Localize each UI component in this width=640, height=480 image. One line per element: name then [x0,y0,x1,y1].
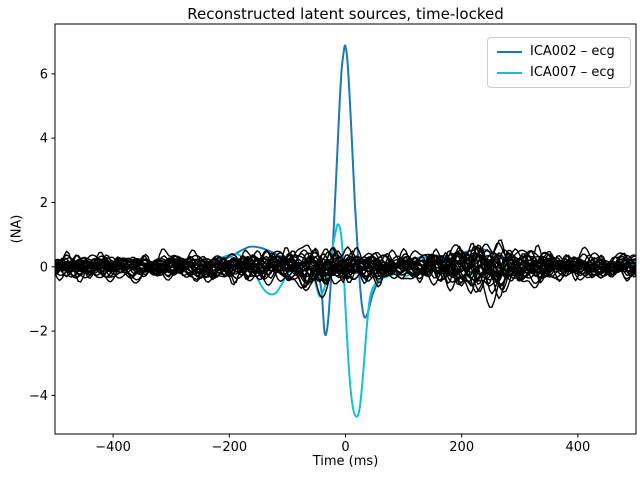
legend: ICA002 – ecg ICA007 – ecg [487,37,631,88]
legend-item-ica002: ICA002 – ecg [497,45,621,59]
plot-title: Reconstructed latent sources, time-locke… [187,5,504,23]
series-line-ica007 [55,223,636,418]
y-tick-label: 2 [40,196,48,211]
legend-line-sample-ica002 [497,51,522,53]
x-tick-label: 200 [449,440,474,455]
x-tick-label: −400 [95,440,131,455]
y-tick-label: −4 [29,389,48,404]
x-axis-label: Time (ms) [312,454,379,469]
x-tick-label: 400 [565,440,590,455]
noise-trace [55,247,636,281]
y-tick-label: 4 [40,132,48,147]
legend-label-ica002: ICA002 – ecg [530,44,615,59]
y-tick-label: 0 [40,260,48,275]
noise-trace [55,242,636,291]
noise-trace [55,244,636,295]
x-tick-label: 0 [341,440,349,455]
y-axis-label: (NA) [9,214,25,244]
y-tick-label: 6 [40,67,48,82]
y-tick-label: −2 [29,325,48,340]
plot-area [55,44,636,418]
legend-item-ica007: ICA007 – ecg [497,66,621,80]
noise-trace [55,245,636,288]
noise-trace [55,248,636,279]
legend-label-ica007: ICA007 – ecg [530,65,615,80]
legend-line-sample-ica007 [497,72,522,74]
x-tick-label: −200 [211,440,247,455]
